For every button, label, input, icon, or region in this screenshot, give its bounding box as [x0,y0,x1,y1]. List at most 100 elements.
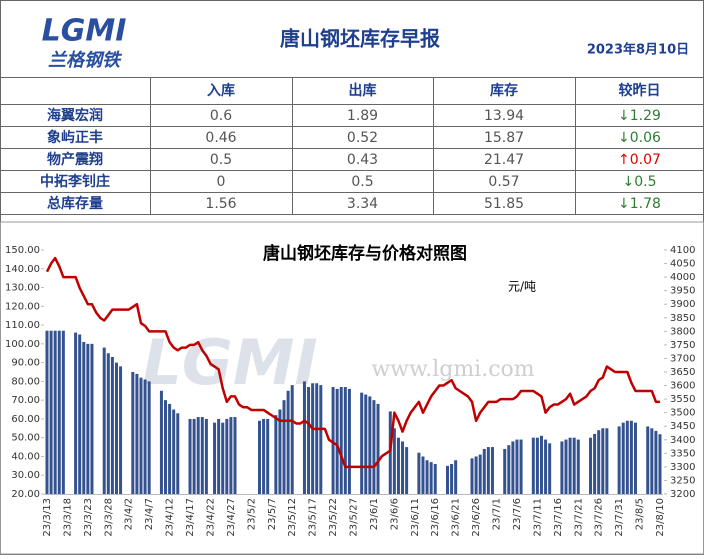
column-header: 较昨日 [619,82,661,99]
bar [53,330,57,494]
y2-tick-label: 3700 [670,353,695,364]
y2-tick-label: 3300 [670,462,695,473]
row-label: 海翼宏润 [47,107,103,124]
table-cell: ↓1.29 [618,108,661,124]
column-header: 出库 [349,82,377,99]
bar [368,396,372,494]
bar [470,458,474,494]
bar [396,437,400,494]
table-cell: 0.43 [347,152,378,168]
x-tick-label: 23/6/16 [430,498,441,537]
y-tick-label: 30.00 [11,470,40,481]
x-tick-label: 23/5/12 [287,498,298,537]
column-header: 库存 [490,82,518,99]
bar [90,343,94,494]
y2-tick-label: 3850 [670,313,695,324]
table-cell: 0.5 [210,152,232,168]
bar [86,343,90,494]
bar [360,392,364,494]
bar [633,422,637,494]
bar [486,447,490,494]
bar [282,400,286,494]
bar [421,456,425,494]
bar [290,385,294,494]
y2-tick-label: 3400 [670,435,695,446]
bar [213,422,217,494]
table-cell: 21.47 [484,152,524,168]
bar [507,445,511,494]
bar [286,390,290,494]
x-tick-label: 23/7/26 [594,498,605,537]
y-tick-label: 80.00 [11,376,40,387]
bar [531,437,535,494]
bar [233,417,237,494]
bar [658,434,662,494]
bar [482,448,486,494]
table-cell: 13.94 [484,108,524,124]
watermark-logo: LGMI [142,326,317,399]
x-tick-label: 23/4/12 [165,498,176,537]
bar [425,460,429,494]
x-tick-label: 23/3/23 [83,498,94,537]
y2-tick-label: 3550 [670,394,695,405]
bar [74,332,78,494]
y2-tick-label: 3650 [670,367,695,378]
y-tick-label: 150.00 [5,245,40,256]
report-title: 唐山钢坯库存早报 [280,27,440,51]
table-cell: 0.46 [205,130,236,146]
bar [511,441,515,494]
bar [593,433,597,494]
bar [188,418,192,494]
chart: LGMI www.lgmi.com 唐山钢坯库存与价格对照图 元/吨 20.00… [0,221,704,555]
bar [392,428,396,494]
unit-label: 元/吨 [508,280,536,294]
bar [266,418,270,494]
price-line [45,256,660,469]
bar [568,437,572,494]
chart-title: 唐山钢坯库存与价格对照图 [263,243,467,264]
table-cell: 0.6 [210,108,232,124]
bar [102,347,106,494]
bar [417,452,421,494]
row-label: 物产震翔 [47,151,103,168]
y2-tick-label: 3250 [670,475,695,486]
x-tick-label: 23/8/5 [635,498,646,530]
y-tick-label: 90.00 [11,358,40,369]
bar [544,439,548,494]
table-cell: 1.89 [347,108,378,124]
bar [45,330,49,494]
y-tick-label: 20.00 [11,489,40,500]
bar [519,439,523,494]
table-cell: 0.52 [347,130,378,146]
bar [131,372,135,494]
table-cell: ↓0.5 [623,174,657,190]
table-cell: 0.5 [351,174,373,190]
bar [110,356,114,494]
x-tick-label: 23/8/10 [655,498,666,537]
x-tick-label: 23/6/1 [369,498,380,530]
bar [225,418,229,494]
bar [560,441,564,494]
bar [539,435,543,494]
bar [572,437,576,494]
bar [61,330,65,494]
table-cell: 0 [217,174,226,190]
x-tick-label: 23/5/22 [328,498,339,537]
y-tick-label: 50.00 [11,433,40,444]
bar [646,426,650,494]
x-tick-label: 23/7/31 [614,498,625,537]
y2-tick-label: 3450 [670,421,695,432]
bar [429,462,433,494]
x-tick-label: 23/4/2 [124,498,135,530]
bar [168,403,172,494]
x-tick-label: 23/3/28 [103,498,114,537]
bar [196,417,200,494]
x-tick-label: 23/6/26 [471,498,482,537]
bar [364,394,368,494]
bar [262,418,266,494]
x-tick-label: 23/4/7 [144,498,155,530]
bar [274,415,278,494]
bar [372,400,376,494]
bar [454,460,458,494]
y-tick-label: 40.00 [11,451,40,462]
